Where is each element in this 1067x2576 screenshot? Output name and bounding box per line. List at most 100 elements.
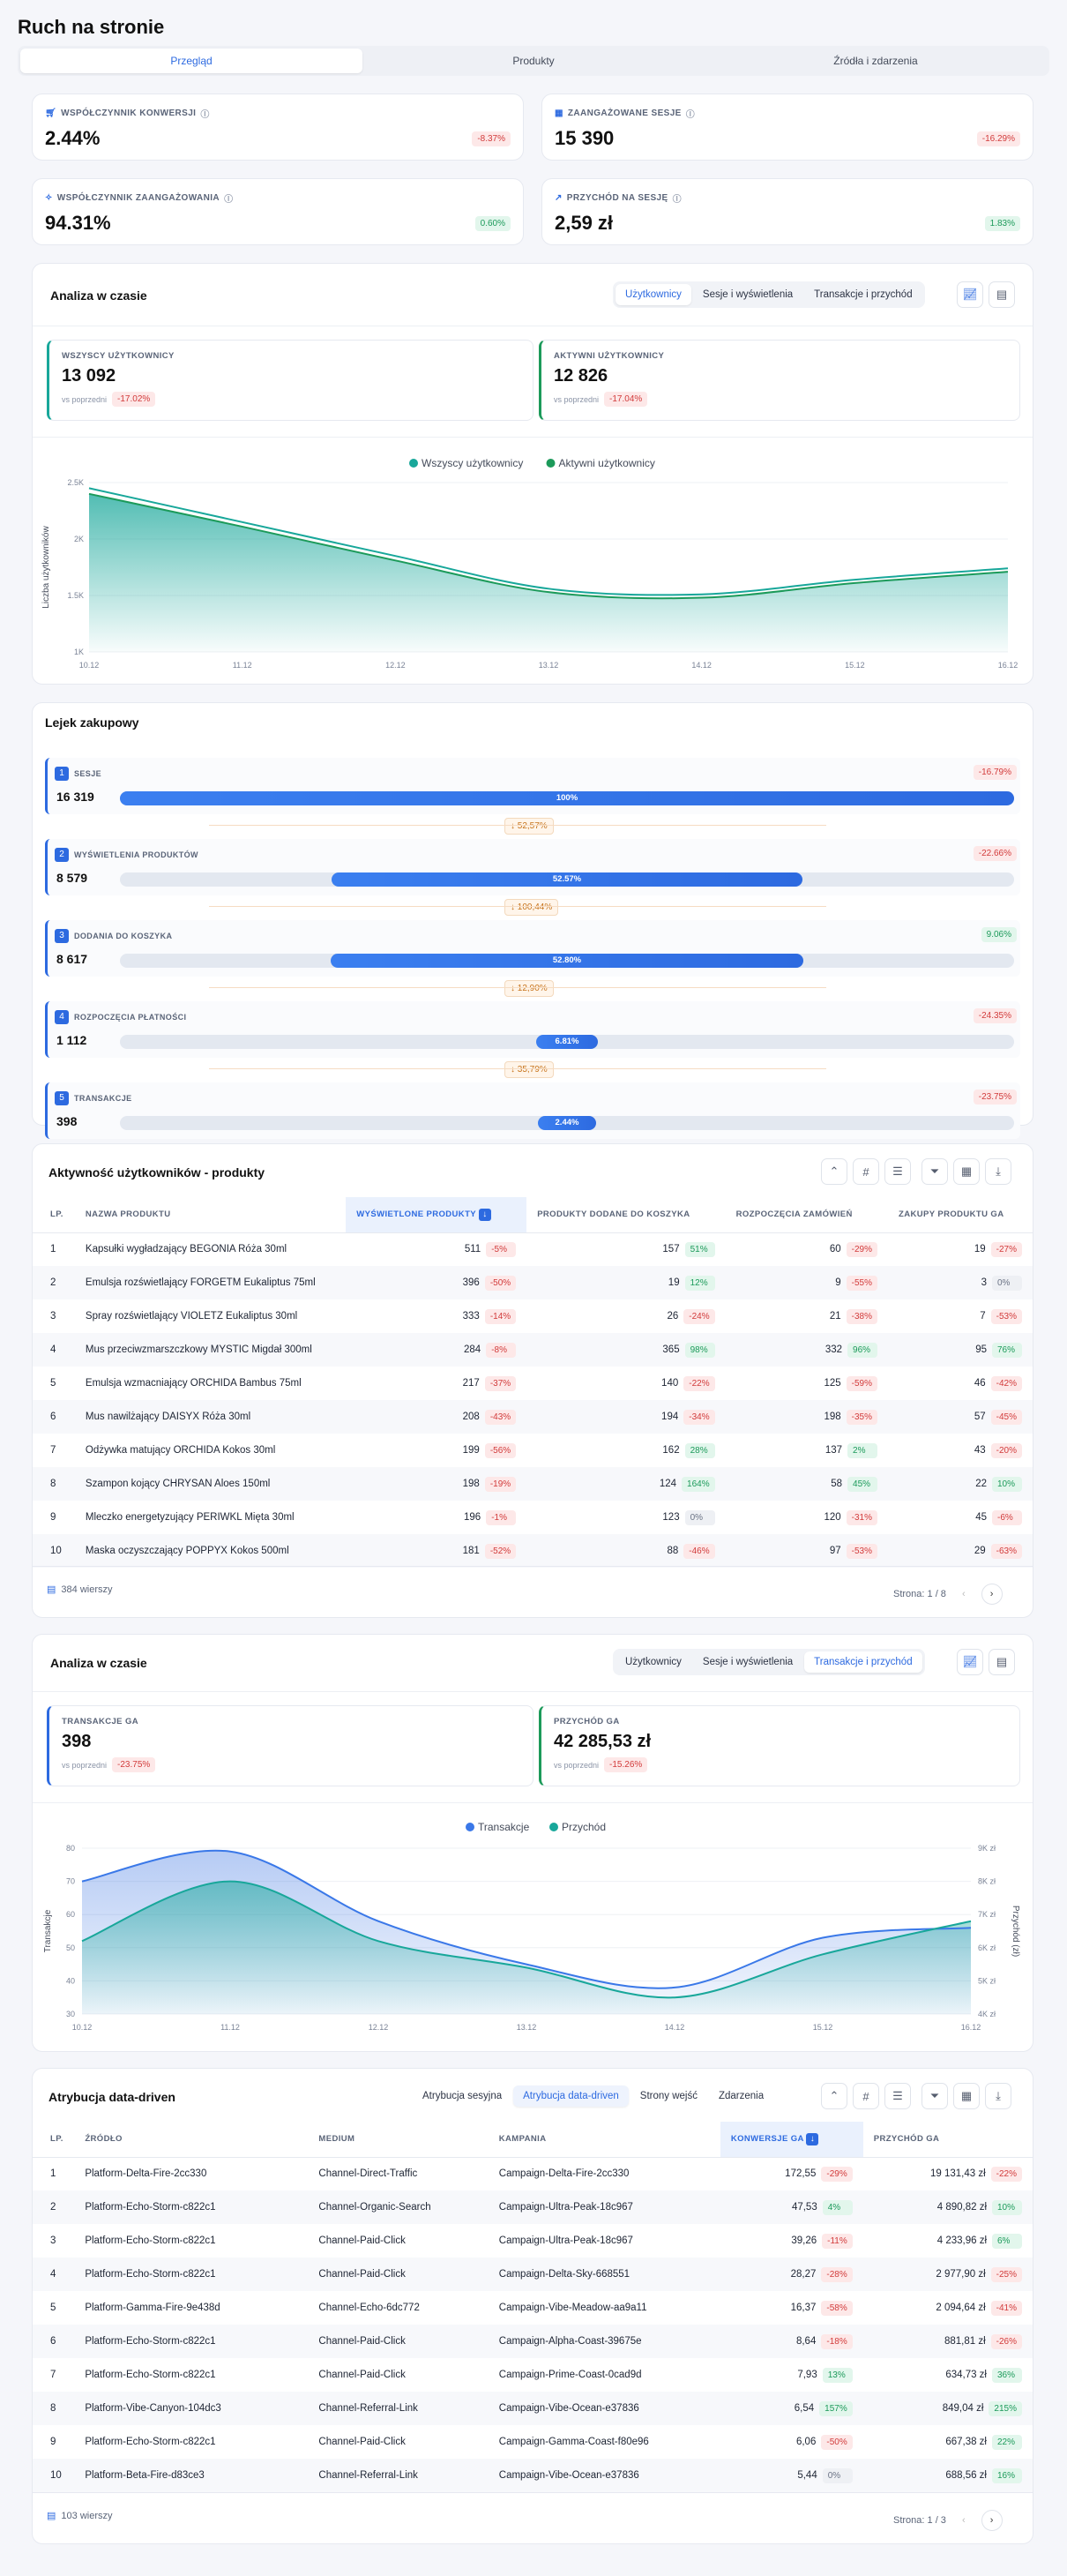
series-line[interactable]	[88, 492, 1009, 600]
col-header-revenue[interactable]: Przychód GA	[862, 2122, 1033, 2158]
tab-products[interactable]: Produkty	[512, 55, 555, 67]
table-row[interactable]: 7 Odżywka matujący ORCHIDA Kokos 30ml 199-…	[33, 1434, 1033, 1467]
prev-page-icon[interactable]: ‹	[961, 1589, 966, 1599]
columns-filter-icon[interactable]: ☰	[884, 1158, 911, 1185]
table-view-toggle-icon[interactable]: ▤	[989, 1649, 1015, 1675]
legend-label[interactable]: Przychód	[562, 1821, 606, 1833]
series-line[interactable]	[81, 1880, 972, 1999]
line-chart-toggle-icon[interactable]: 📈︎	[957, 1649, 983, 1675]
table-view-toggle-icon[interactable]: ▤	[989, 281, 1015, 308]
next-page-button[interactable]: ›	[981, 2510, 1003, 2531]
col-header-source[interactable]: Źródło	[74, 2122, 309, 2158]
table-row[interactable]: 3 Platform-Echo-Storm-c822c1 Channel-Paid-…	[33, 2224, 1033, 2258]
table-row[interactable]: 9 Mleczko energetyzujący PERIWKL Mięta 30…	[33, 1501, 1033, 1534]
tab-session-attribution[interactable]: Atrybucja sesyjna	[422, 2091, 503, 2101]
download-icon[interactable]: ⤓	[985, 1158, 1011, 1185]
collapse-chevron-up-icon[interactable]: ⌃	[821, 2083, 847, 2109]
tab-transactions-revenue[interactable]: Transakcje i przychód	[804, 1651, 922, 1673]
col-header-checkouts[interactable]: Rozpoczęcia zamówień	[725, 1197, 889, 1233]
funnel-step[interactable]: 5 Transakcje 398 -23.75% 2.44%	[45, 1082, 1020, 1139]
table-row[interactable]: 6 Platform-Echo-Storm-c822c1 Channel-Paid-…	[33, 2325, 1033, 2358]
tab-data-driven-attribution[interactable]: Atrybucja data-driven	[513, 2086, 629, 2107]
analysis-tabs: Użytkownicy Sesje i wyświetlenia Transak…	[613, 1649, 925, 1675]
table-row[interactable]: 8 Szampon kojący CHRYSAN Aloes 150ml 198 -1…	[33, 1467, 1033, 1501]
table-row[interactable]: 7 Platform-Echo-Storm-c822c1 Channel-Paid-…	[33, 2358, 1033, 2392]
info-icon[interactable]: ⓘ	[200, 110, 210, 120]
cart-icon: 🛒︎	[45, 109, 57, 118]
filter-icon[interactable]: ⏷	[922, 2083, 948, 2109]
line-chart-toggle-icon[interactable]: 📈︎	[957, 281, 983, 308]
table-row[interactable]: 5 Emulsja wzmacniający ORCHIDA Bambus 75m…	[33, 1367, 1033, 1400]
cell-value: 162	[662, 1444, 680, 1456]
table-row[interactable]: 1 Platform-Delta-Fire-2cc330 Channel-Direc…	[33, 2157, 1033, 2190]
change-badge: -43%	[484, 1409, 517, 1425]
col-header-label: Konwersje GA	[730, 2133, 804, 2144]
tab-users[interactable]: Użytkownicy	[616, 284, 691, 305]
tab-overview[interactable]: Przegląd	[20, 49, 362, 73]
sort-desc-icon[interactable]: ↓	[806, 2132, 819, 2145]
tab-events[interactable]: Zdarzenia	[718, 2091, 765, 2101]
hash-icon[interactable]: #	[853, 2083, 879, 2109]
legend-label[interactable]: Aktywni użytkownicy	[559, 457, 655, 469]
col-header-product-name[interactable]: Nazwa produktu	[74, 1197, 347, 1233]
tab-sessions-views[interactable]: Sesje i wyświetlenia	[702, 1657, 794, 1667]
series-line[interactable]	[81, 1849, 972, 1989]
col-header-lp[interactable]: LP.	[33, 2122, 75, 2158]
info-icon[interactable]: ⓘ	[685, 110, 696, 120]
series-line[interactable]	[88, 487, 1009, 596]
funnel-step[interactable]: 4 Rozpoczęcia płatności 1 112 -24.35% 6.81%	[45, 1001, 1020, 1058]
col-header-conversions[interactable]: Konwersje GA ↓	[720, 2122, 863, 2158]
col-header-purchases[interactable]: Zakupy produktu GA	[888, 1197, 1033, 1233]
table-row[interactable]: 2 Platform-Echo-Storm-c822c1 Channel-Organ…	[33, 2190, 1033, 2224]
info-icon[interactable]: ⓘ	[224, 195, 234, 205]
prev-page-icon[interactable]: ‹	[961, 2515, 966, 2526]
table-row[interactable]: 1 Kapsułki wygładzający BEGONIA Róża 30ml…	[33, 1232, 1033, 1266]
col-header-campaign[interactable]: Kampania	[488, 2122, 720, 2158]
y-tick-label: 2.5K	[67, 478, 84, 487]
tab-sources-events[interactable]: Źródła i zdarzenia	[833, 55, 918, 67]
table-row[interactable]: 10 Maska oczyszczający POPPYX Kokos 500ml…	[33, 1534, 1033, 1568]
tab-users[interactable]: Użytkownicy	[625, 1657, 682, 1667]
step-bar-track: 2.44%	[120, 1116, 1014, 1130]
col-header-views[interactable]: Wyświetlone produkty ↓	[346, 1197, 527, 1233]
info-icon[interactable]: ⓘ	[672, 195, 682, 205]
filter-icon[interactable]: ⏷	[922, 1158, 948, 1185]
legend-marker[interactable]	[546, 459, 556, 468]
funnel-step[interactable]: 1 Sesje 16 319 -16.79% 100%	[45, 758, 1020, 814]
change-badge: 9.06%	[981, 927, 1017, 942]
sort-desc-icon[interactable]: ↓	[478, 1208, 491, 1221]
tab-transactions-revenue[interactable]: Transakcje i przychód	[814, 289, 913, 300]
hash-icon[interactable]: #	[853, 1158, 879, 1185]
table-row[interactable]: 4 Mus przeciwzmarszczkowy MYSTIC Migdał 3…	[33, 1333, 1033, 1367]
table-row[interactable]: 10 Platform-Beta-Fire-d83ce3 Channel-Refer…	[33, 2459, 1033, 2492]
collapse-chevron-up-icon[interactable]: ⌃	[821, 1158, 847, 1185]
legend-label[interactable]: Transakcje	[478, 1821, 530, 1833]
table-row[interactable]: 8 Platform-Vibe-Canyon-104dc3 Channel-Refe…	[33, 2392, 1033, 2425]
col-header-added-to-cart[interactable]: Produkty dodane do koszyka	[526, 1197, 726, 1233]
columns-filter-icon[interactable]: ☰	[884, 2083, 911, 2109]
table-row[interactable]: 4 Platform-Echo-Storm-c822c1 Channel-Paid-…	[33, 2258, 1033, 2291]
legend-marker[interactable]	[466, 1823, 474, 1831]
legend-marker[interactable]	[409, 459, 418, 468]
table-row[interactable]: 6 Mus nawilżający DAISYX Róża 30ml 208 -43%…	[33, 1400, 1033, 1434]
table-grid-icon[interactable]: ▦	[953, 1158, 980, 1185]
table-row[interactable]: 5 Platform-Gamma-Fire-9e438d Channel-Echo-…	[33, 2291, 1033, 2325]
funnel-step[interactable]: 2 Wyświetlenia produktów 8 579 -22.66% 52.57…	[45, 839, 1020, 895]
table-row[interactable]: 3 Spray rozświetlający VIOLETZ Eukaliptus…	[33, 1299, 1033, 1333]
legend-marker[interactable]	[549, 1823, 558, 1831]
change-badge: 0%	[992, 1275, 1022, 1291]
table-row[interactable]: 9 Platform-Echo-Storm-c822c1 Channel-Paid-…	[33, 2425, 1033, 2459]
y-tick-label: 1.5K	[67, 591, 84, 600]
campaign-cell: Campaign-Gamma-Coast-f80e96	[498, 2437, 649, 2447]
table-grid-icon[interactable]: ▦	[953, 2083, 980, 2109]
tab-landing-pages[interactable]: Strony wejść	[639, 2091, 698, 2101]
download-icon[interactable]: ⤓	[985, 2083, 1011, 2109]
col-header-lp[interactable]: LP.	[33, 1197, 75, 1233]
table-row[interactable]: 2 Emulsja rozświetlający FORGETM Eukalipt…	[33, 1266, 1033, 1299]
change-badge: -1%	[486, 1509, 517, 1525]
col-header-medium[interactable]: Medium	[308, 2122, 489, 2158]
funnel-step[interactable]: 3 Dodania do koszyka 8 617 9.06% 52.80%	[45, 920, 1020, 977]
tab-sessions-views[interactable]: Sesje i wyświetlenia	[702, 289, 794, 300]
next-page-button[interactable]: ›	[981, 1584, 1003, 1605]
legend-label[interactable]: Wszyscy użytkownicy	[422, 457, 523, 469]
